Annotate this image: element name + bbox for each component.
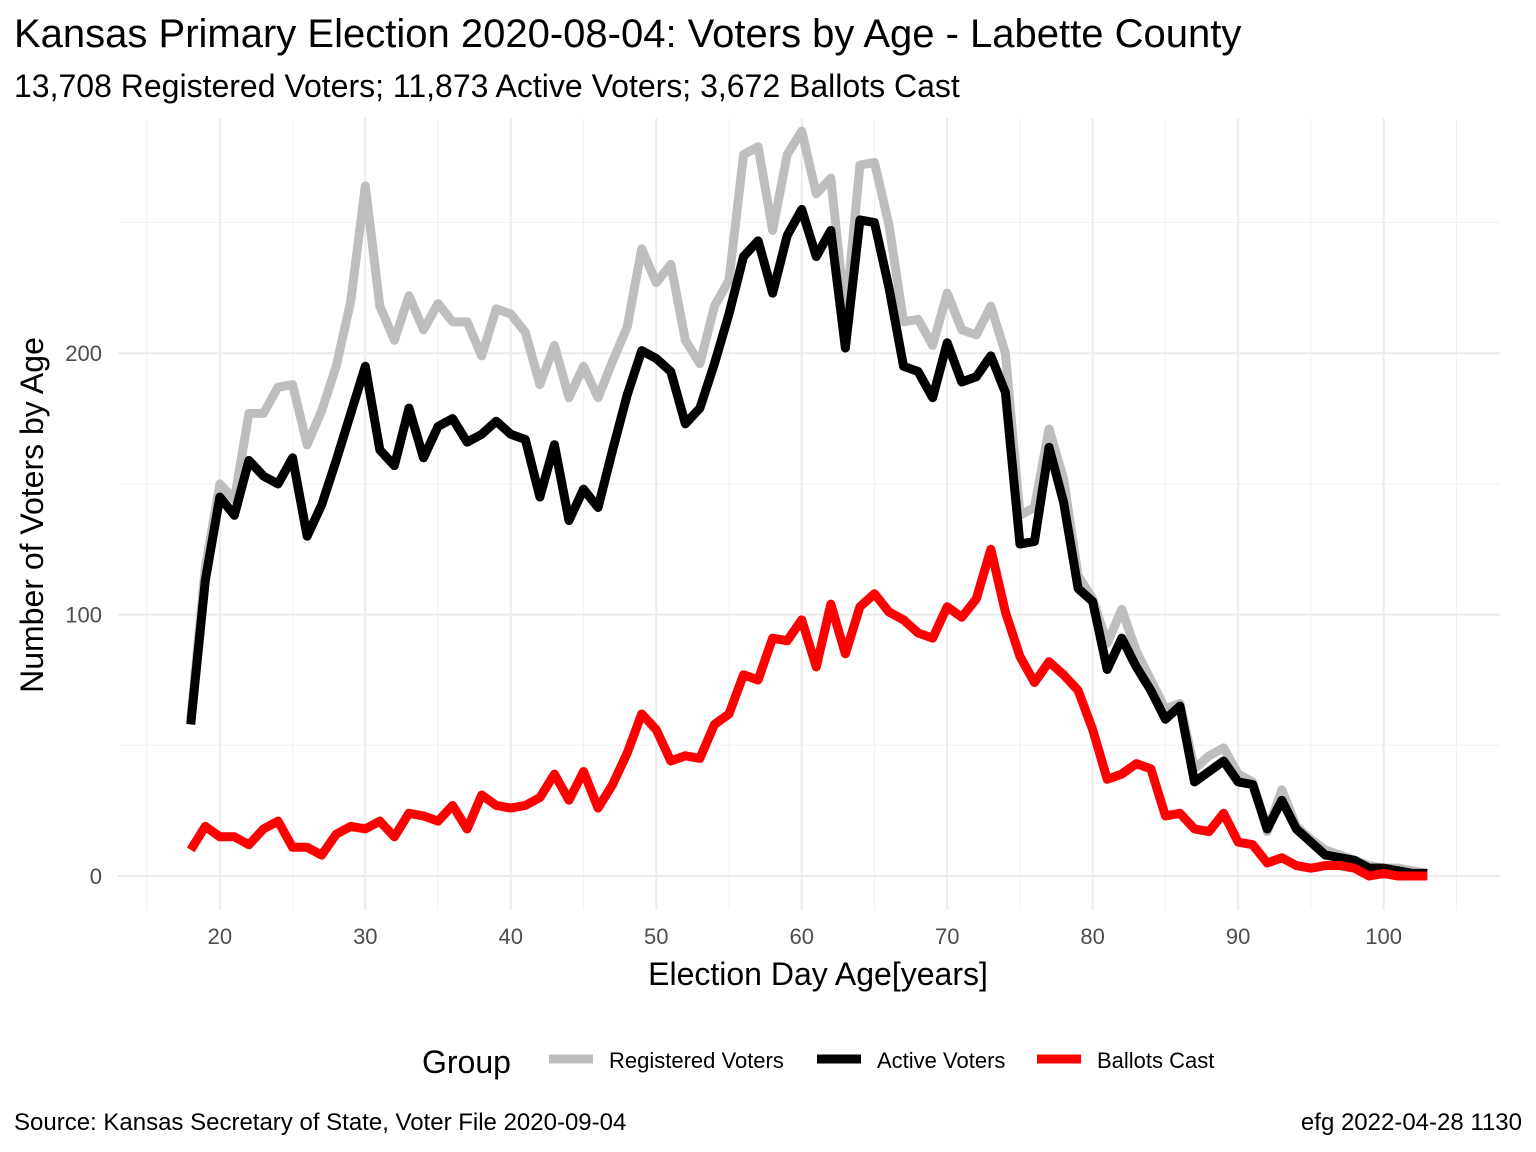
legend-label: Active Voters <box>877 1048 1005 1073</box>
x-tick-label: 90 <box>1226 924 1250 949</box>
series-line-active-voters <box>186 204 1428 878</box>
x-tick-label: 70 <box>935 924 959 949</box>
x-tick-label: 20 <box>208 924 232 949</box>
x-tick-label: 60 <box>789 924 813 949</box>
x-tick-label: 80 <box>1080 924 1104 949</box>
series-line-registered-voters <box>186 126 1429 878</box>
x-tick-label: 50 <box>644 924 668 949</box>
legend: Group Registered Voters Active Voters Ball… <box>422 1044 1214 1080</box>
series-lines <box>186 126 1429 881</box>
credit-caption: efg 2022-04-28 1130 <box>1300 1109 1522 1136</box>
legend-label: Ballots Cast <box>1097 1048 1214 1073</box>
x-tick-label: 40 <box>499 924 523 949</box>
y-axis-title: Number of Voters by Age <box>14 337 50 693</box>
x-axis-title: Election Day Age[years] <box>648 956 988 992</box>
y-tick-label: 100 <box>65 603 102 628</box>
y-tick-label: 200 <box>65 341 102 366</box>
x-tick-label: 100 <box>1365 924 1402 949</box>
legend-title: Group <box>422 1044 511 1080</box>
legend-items: Registered Voters Active Voters Ballots Ca… <box>549 1048 1214 1073</box>
chart-subtitle: 13,708 Registered Voters; 11,873 Active … <box>14 68 960 104</box>
legend-label: Registered Voters <box>609 1048 784 1073</box>
x-axis-tick-labels: 20 30 40 50 60 70 80 90 100 <box>208 924 1402 949</box>
y-tick-label: 0 <box>90 864 102 889</box>
x-tick-label: 30 <box>353 924 377 949</box>
series-line-ballots-cast <box>186 544 1428 881</box>
chart-title: Kansas Primary Election 2020-08-04: Vote… <box>14 12 1242 56</box>
y-axis-tick-labels: 0 100 200 <box>65 341 102 889</box>
grid <box>118 118 1500 910</box>
source-caption: Source: Kansas Secretary of State, Voter… <box>14 1109 627 1136</box>
